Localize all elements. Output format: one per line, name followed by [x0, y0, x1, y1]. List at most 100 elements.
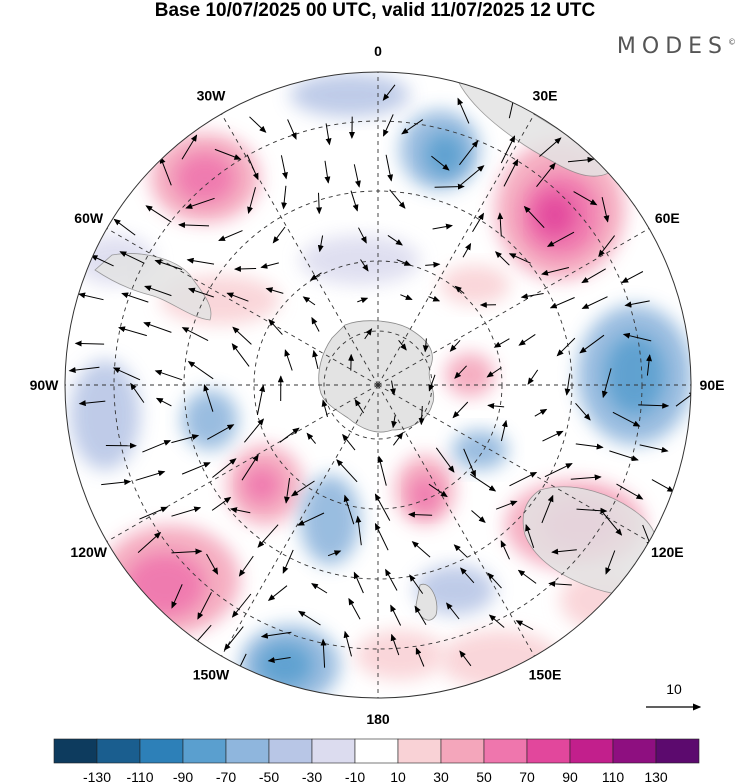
wind-arrow	[139, 506, 169, 520]
wind-arrow	[454, 285, 465, 294]
wind-arrow	[517, 569, 537, 584]
wind-arrow	[355, 515, 362, 546]
longitude-label: 30W	[197, 88, 227, 104]
anomaly-blob	[452, 430, 508, 470]
wind-arrow	[601, 196, 610, 223]
wind-arrow	[398, 339, 407, 351]
wind-arrow	[154, 369, 183, 381]
wind-arrow	[207, 424, 235, 440]
wind-arrow	[284, 349, 293, 371]
colorbar-swatch	[569, 738, 614, 764]
wind-arrow	[101, 479, 132, 486]
wind-arrow	[320, 638, 327, 668]
wind-arrow	[452, 401, 469, 419]
wind-arrow	[68, 366, 100, 374]
wind-arrow	[206, 553, 219, 575]
wind-arrow	[409, 574, 424, 594]
wind-arrow	[520, 293, 544, 300]
wind-arrow	[434, 183, 465, 190]
wind-arrow	[425, 261, 441, 268]
wind-arrow	[390, 604, 402, 626]
wind-arrow	[256, 384, 266, 416]
wind-arrow	[497, 212, 504, 237]
wind-arrow	[454, 365, 467, 379]
wind-arrow	[601, 511, 623, 536]
wind-arrow	[575, 443, 604, 450]
wind-arrow	[272, 226, 286, 244]
wind-arrow	[279, 427, 300, 443]
wind-arrow	[556, 337, 576, 357]
wind-arrow	[311, 316, 320, 332]
wind-arrow	[231, 593, 252, 618]
wind-arrow	[267, 585, 288, 602]
wind-arrow	[418, 405, 425, 426]
brand-logo: MODES©	[617, 34, 736, 59]
wind-arrow	[78, 400, 106, 407]
wind-arrow	[573, 191, 598, 206]
wind-arrow	[233, 265, 257, 272]
wind-arrow	[311, 583, 328, 594]
wind-arrow	[525, 523, 535, 548]
wind-arrow	[119, 251, 145, 264]
wind-arrow	[401, 119, 424, 135]
wind-arrow	[178, 222, 210, 229]
wind-arrow	[231, 343, 250, 367]
wind-arrow	[360, 259, 369, 272]
colorbar-tick-label: 30	[433, 769, 449, 783]
wind-arrow	[389, 189, 406, 209]
vector-reference-label: 10	[666, 681, 682, 697]
wind-arrow	[343, 494, 355, 525]
wind-arrow	[214, 148, 242, 160]
wind-arrow	[487, 572, 502, 589]
wind-arrow	[280, 155, 288, 180]
wind-arrow	[541, 494, 554, 524]
wind-arrow	[621, 271, 644, 283]
wind-arrow	[575, 402, 591, 421]
wind-arrow	[336, 459, 358, 483]
wind-arrow	[396, 259, 412, 266]
wind-arrow	[549, 297, 575, 309]
wind-arrow	[422, 338, 429, 353]
wind-arrow	[392, 432, 404, 446]
wind-arrow	[462, 242, 472, 258]
wind-arrow	[579, 334, 605, 354]
wind-arrow	[385, 568, 398, 591]
wind-arrow	[472, 212, 485, 233]
wind-arrow	[411, 541, 431, 558]
colorbar-swatch	[354, 738, 399, 764]
wind-arrow	[546, 231, 575, 247]
wind-arrow	[281, 185, 288, 210]
longitude-label: 180	[366, 711, 390, 727]
wind-arrow	[321, 399, 328, 418]
colorbar-swatch	[655, 738, 700, 764]
wind-arrow	[187, 287, 214, 298]
wind-arrow	[609, 450, 639, 462]
wind-arrow	[570, 474, 602, 481]
wind-arrow	[171, 548, 203, 555]
wind-arrow	[508, 253, 531, 264]
wind-arrow	[268, 318, 283, 335]
anomaly-blob	[257, 643, 313, 687]
wind-arrow	[212, 458, 237, 478]
wind-arrow	[598, 235, 615, 257]
wind-arrow	[518, 333, 536, 346]
colorbar-swatch	[483, 738, 528, 764]
wind-arrow	[675, 391, 691, 407]
wind-arrow	[244, 418, 265, 443]
colorbar-swatch	[53, 738, 98, 764]
wind-arrow	[142, 440, 172, 453]
wind-arrow	[387, 234, 403, 246]
wind-arrow	[154, 259, 183, 270]
wind-arrow	[171, 506, 202, 517]
wind-arrow	[459, 140, 479, 166]
wind-arrow	[137, 531, 162, 553]
colorbar-tick-label: 50	[476, 769, 492, 783]
wind-arrow	[343, 630, 352, 657]
wind-arrow	[407, 511, 433, 518]
wind-arrow	[155, 397, 172, 407]
wind-arrow	[118, 326, 147, 337]
wind-arrow	[495, 500, 518, 510]
wind-arrow	[471, 510, 486, 523]
anomaly-blob	[535, 193, 575, 237]
